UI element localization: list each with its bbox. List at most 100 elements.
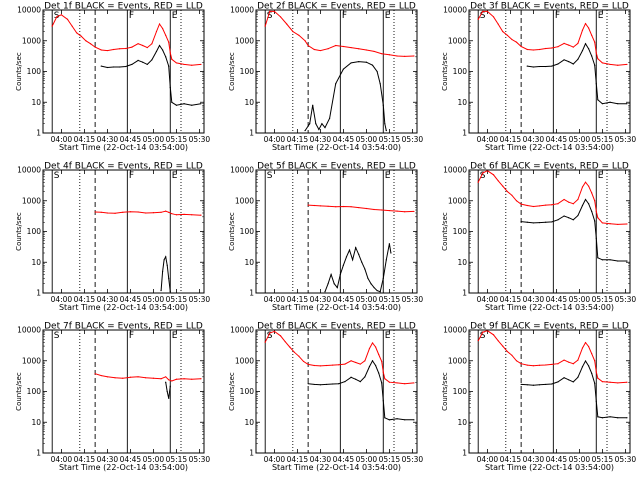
data-point-events: [591, 210, 593, 213]
y-axis-label: Counts/sec: [441, 212, 449, 251]
chart-panel-4: Det 4f BLACK = Events, RED = LLD 1 10 100 10…: [15, 162, 210, 313]
y-tick-label: 1: [249, 289, 254, 298]
x-axis-label: Start Time (22-Oct-14 03:54:00): [272, 143, 401, 152]
data-point-events: [563, 59, 565, 61]
data-point-events: [162, 270, 164, 273]
x-tick-label: 05:15: [166, 135, 188, 144]
data-point-lld: [388, 54, 390, 56]
data-point-events: [191, 104, 193, 106]
data-point-events: [175, 104, 177, 106]
x-axis-label: Start Time (22-Oct-14 03:54:00): [485, 303, 614, 312]
data-point-lld: [502, 345, 504, 347]
y-axis-label: Counts/sec: [441, 52, 449, 91]
data-point-lld: [293, 351, 295, 353]
data-point-lld: [388, 209, 390, 212]
data-point-lld: [168, 379, 170, 381]
data-point-events: [315, 123, 317, 125]
data-point-lld: [515, 200, 518, 202]
data-point-lld: [273, 330, 275, 333]
data-point-events: [160, 289, 162, 292]
data-point-lld: [169, 52, 171, 54]
data-point-events: [169, 385, 171, 387]
chart-title: Det 7f BLACK = Events, RED = LLD: [44, 322, 203, 332]
y-tick-label: 10000: [443, 166, 467, 175]
data-point-lld: [66, 18, 69, 20]
x-tick-label: 04:45: [546, 135, 568, 144]
event-marker-label: S: [480, 171, 486, 181]
data-point-lld: [279, 335, 282, 337]
x-tick-label: 04:15: [287, 135, 309, 144]
x-tick-label: 05:00: [356, 295, 378, 304]
data-point-lld: [572, 46, 574, 48]
y-tick-label: 1: [36, 449, 41, 458]
data-point-events: [169, 86, 171, 89]
data-point-lld: [384, 378, 386, 380]
data-point-events: [384, 123, 386, 125]
data-point-events: [151, 59, 153, 61]
data-point-lld: [577, 359, 579, 361]
data-point-events: [166, 264, 168, 266]
event-marker-label: E: [385, 171, 391, 181]
data-point-lld: [106, 376, 108, 378]
x-tick-label: 05:00: [569, 295, 591, 304]
event-marker-label: F: [555, 331, 560, 341]
data-point-lld: [545, 364, 547, 366]
y-tick-label: 1000: [448, 36, 467, 45]
data-point-lld: [497, 180, 499, 182]
data-point-lld: [577, 198, 579, 201]
y-axis-label: Counts/sec: [228, 212, 236, 251]
data-point-lld: [581, 186, 584, 188]
data-point-lld: [538, 364, 541, 366]
data-point-lld: [511, 194, 513, 196]
data-point-lld: [122, 211, 124, 213]
y-tick-label: 1: [462, 129, 467, 138]
data-point-lld: [594, 200, 596, 202]
data-point-lld: [381, 209, 383, 211]
data-point-lld: [168, 211, 170, 213]
data-point-lld: [515, 360, 518, 362]
data-point-lld: [404, 55, 406, 57]
data-point-lld: [373, 50, 375, 53]
data-point-events: [601, 417, 604, 419]
data-point-events: [617, 103, 619, 105]
data-point-lld: [396, 55, 398, 57]
y-tick-label: 10: [457, 98, 467, 107]
data-point-lld: [106, 212, 108, 214]
plot-frame: [468, 9, 631, 134]
data-point-events: [142, 61, 144, 63]
data-point-lld: [477, 18, 479, 20]
chart-title: Det 9f BLACK = Events, RED = LLD: [470, 322, 629, 332]
y-tick-label: 100: [27, 67, 42, 76]
x-tick-label: 05:30: [189, 295, 211, 304]
data-point-events: [125, 65, 127, 68]
x-tick-label: 04:30: [310, 455, 332, 464]
x-tick-label: 04:45: [333, 455, 355, 464]
data-point-events: [577, 58, 579, 60]
x-tick-label: 05:15: [592, 135, 614, 144]
data-point-events: [381, 382, 383, 384]
y-tick-label: 1: [36, 129, 41, 138]
data-point-events: [538, 384, 541, 386]
event-marker-label: F: [342, 331, 347, 341]
data-point-events: [318, 128, 320, 131]
data-point-lld: [601, 380, 604, 383]
data-point-events: [595, 400, 597, 402]
data-point-lld: [112, 48, 115, 51]
data-point-lld: [269, 10, 271, 13]
y-tick-label: 100: [27, 227, 42, 236]
data-point-lld: [520, 45, 522, 48]
data-point-events: [155, 50, 158, 53]
chart-title: Det 1f BLACK = Events, RED = LLD: [44, 2, 203, 12]
data-point-lld: [191, 214, 193, 216]
data-point-events: [617, 417, 619, 419]
data-point-lld: [152, 212, 154, 214]
data-point-lld: [158, 23, 161, 25]
data-point-lld: [532, 205, 535, 208]
chart-title: Det 8f BLACK = Events, RED = LLD: [257, 322, 416, 332]
data-point-events: [368, 365, 371, 368]
data-point-lld: [307, 363, 309, 366]
data-point-lld: [497, 340, 499, 342]
data-point-events: [313, 383, 315, 386]
data-point-lld: [477, 181, 479, 183]
